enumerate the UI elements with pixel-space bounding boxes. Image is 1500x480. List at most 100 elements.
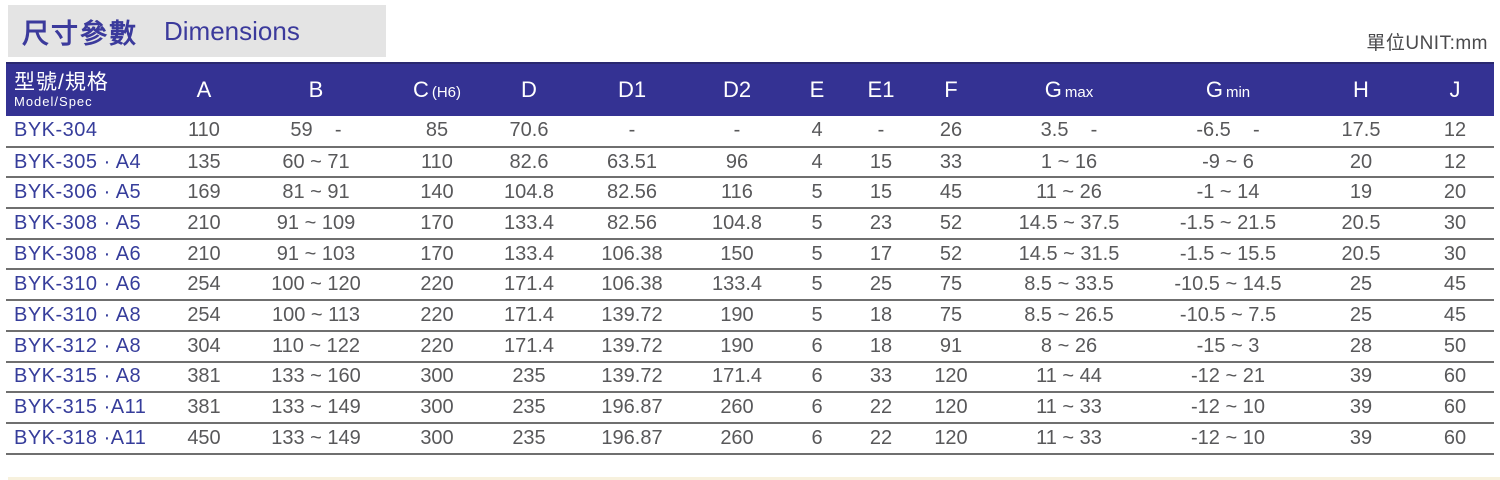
value-cell: 120 (914, 392, 988, 424)
value-cell: 85 (392, 116, 482, 148)
value-cell: 254 (168, 269, 240, 302)
value-cell: 133.4 (482, 208, 576, 240)
value-cell: 5 (786, 300, 848, 332)
section-title-bar: 尺寸參數 Dimensions (8, 5, 386, 57)
value-cell: 17 (848, 238, 914, 271)
column-header: B (240, 62, 392, 116)
value-cell: 30 (1416, 238, 1494, 271)
value-cell: 139.72 (576, 300, 688, 332)
value-cell: 110 (392, 146, 482, 179)
value-cell: 170 (392, 238, 482, 271)
value-cell: 18 (848, 300, 914, 332)
value-cell: 235 (482, 422, 576, 455)
value-cell: 11 ~ 33 (988, 422, 1150, 455)
column-header: F (914, 62, 988, 116)
table-row: BYK-315 · A8 381 133 ~ 160 300 235 139.72 171.… (6, 361, 1494, 394)
value-cell: 6 (786, 330, 848, 363)
value-cell: -12 ~ 10 (1150, 422, 1306, 455)
section-title-en: Dimensions (164, 15, 300, 46)
model-cell: BYK-318 ·A11 (6, 422, 168, 455)
model-header-en: Model/Spec (14, 93, 93, 109)
column-header-main: E (809, 77, 825, 102)
model-cell: BYK-308 · A5 (6, 208, 168, 240)
value-cell: 133.4 (482, 238, 576, 271)
value-cell: 20.5 (1306, 238, 1416, 271)
next-section-edge (8, 477, 1500, 480)
column-header-main: G (1205, 77, 1223, 102)
value-cell: 11 ~ 26 (988, 177, 1150, 210)
column-header: D1 (576, 62, 688, 116)
value-cell: 60 ~ 71 (240, 146, 392, 179)
table-row: BYK-312 · A8 304 110 ~ 122 220 171.4 139.72 19… (6, 330, 1494, 363)
value-cell: 6 (786, 361, 848, 394)
value-cell: 39 (1306, 422, 1416, 455)
table-row: BYK-306 · A5 169 81 ~ 91 140 104.8 82.56 116 5 1… (6, 177, 1494, 210)
value-cell: 170 (392, 208, 482, 240)
value-cell: 30 (1416, 208, 1494, 240)
value-cell: 91 ~ 109 (240, 208, 392, 240)
value-cell: 171.4 (688, 361, 786, 394)
model-header-zh: 型號/規格 (14, 70, 109, 94)
value-cell: 15 (848, 146, 914, 179)
value-cell: 25 (848, 269, 914, 302)
value-cell: 135 (168, 146, 240, 179)
value-cell: -12 ~ 21 (1150, 361, 1306, 394)
value-cell: 6 (786, 392, 848, 424)
value-cell: 82.56 (576, 177, 688, 210)
value-cell: -1.5 ~ 15.5 (1150, 238, 1306, 271)
value-cell: 45 (1416, 300, 1494, 332)
value-cell: -1 ~ 14 (1150, 177, 1306, 210)
value-cell: 25 (1306, 300, 1416, 332)
column-header: H (1306, 62, 1416, 116)
value-cell: 22 (848, 392, 914, 424)
value-cell: 82.6 (482, 146, 576, 179)
model-cell: BYK-304 (6, 116, 168, 148)
value-cell: -12 ~ 10 (1150, 392, 1306, 424)
value-cell: 39 (1306, 361, 1416, 394)
value-cell: - (576, 116, 688, 148)
value-cell: 28 (1306, 330, 1416, 363)
value-cell: 450 (168, 422, 240, 455)
value-cell: 8 ~ 26 (988, 330, 1150, 363)
value-cell: 91 (914, 330, 988, 363)
value-cell: -10.5 ~ 14.5 (1150, 269, 1306, 302)
column-header: J (1416, 62, 1494, 116)
value-cell: -9 ~ 6 (1150, 146, 1306, 179)
column-header: C (H6) (392, 62, 482, 116)
value-cell: 196.87 (576, 422, 688, 455)
value-cell: 52 (914, 238, 988, 271)
value-cell: 171.4 (482, 300, 576, 332)
table-row: BYK-310 · A6 254 100 ~ 120 220 171.4 106.38 13… (6, 269, 1494, 302)
model-cell: BYK-315 ·A11 (6, 392, 168, 424)
column-header: A (168, 62, 240, 116)
column-header: E (786, 62, 848, 116)
value-cell: 17.5 (1306, 116, 1416, 148)
value-cell: 104.8 (688, 208, 786, 240)
model-cell: BYK-310 · A8 (6, 300, 168, 332)
column-header: E1 (848, 62, 914, 116)
value-cell: 133.4 (688, 269, 786, 302)
model-cell: BYK-306 · A5 (6, 177, 168, 210)
value-cell: - (688, 116, 786, 148)
value-cell: 63.51 (576, 146, 688, 179)
value-cell: 210 (168, 208, 240, 240)
value-cell: 110 ~ 122 (240, 330, 392, 363)
value-cell: 171.4 (482, 269, 576, 302)
column-header: D2 (688, 62, 786, 116)
value-cell: 235 (482, 361, 576, 394)
value-cell: 45 (1416, 269, 1494, 302)
table-row: BYK-318 ·A11 450 133 ~ 149 300 235 196.87 260 6… (6, 422, 1494, 455)
value-cell: -6.5 - (1150, 116, 1306, 148)
value-cell: 260 (688, 422, 786, 455)
value-cell: 190 (688, 330, 786, 363)
value-cell: 4 (786, 116, 848, 148)
column-header-main: D (521, 77, 537, 102)
column-header-sub: (H6) (431, 84, 462, 101)
value-cell: 11 ~ 44 (988, 361, 1150, 394)
value-cell: 5 (786, 269, 848, 302)
value-cell: -1.5 ~ 21.5 (1150, 208, 1306, 240)
value-cell: 15 (848, 177, 914, 210)
